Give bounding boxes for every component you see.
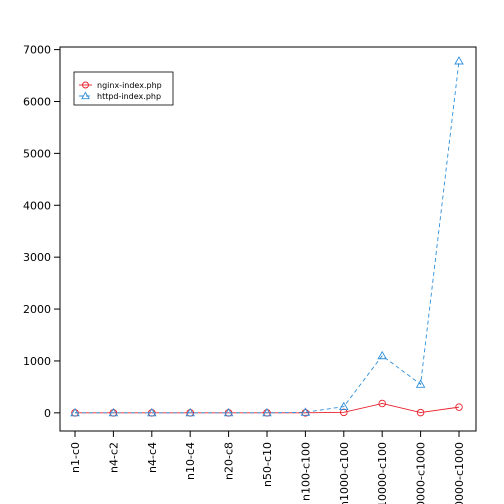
x-tick-label: n100000-c1000 (453, 442, 466, 504)
plot-frame (59, 46, 477, 432)
data-point (340, 408, 348, 417)
data-point (108, 407, 119, 417)
data-point (262, 407, 272, 417)
data-point (223, 407, 234, 417)
legend-box (73, 71, 174, 106)
x-tick-label: n4-c2 (107, 442, 120, 473)
data-point (185, 407, 195, 417)
y-tick-label: 7000 (23, 44, 51, 57)
x-axis: n1-c0 n4-c2 n4-c4 n10-c4 n20-c8 n50-c10 n100-c… (69, 431, 466, 504)
legend-entry: httpd-index.php (79, 91, 161, 101)
data-point (301, 409, 310, 417)
data-point (454, 56, 464, 65)
series-layer (70, 56, 464, 417)
data-point (300, 407, 311, 416)
x-tick-label: n20-c8 (223, 442, 236, 480)
legend: nginx-index.php httpd-index.php (73, 71, 174, 106)
legend-label: nginx-index.php (97, 81, 162, 90)
data-point (455, 403, 463, 411)
series-1 (70, 56, 464, 417)
x-tick-label: n1-c0 (69, 442, 82, 473)
legend-entry: nginx-index.php (79, 81, 162, 90)
data-point (416, 408, 425, 417)
y-axis: 0 1000 2000 3000 4000 5000 6000 7000 (23, 44, 60, 420)
legend-marker (81, 91, 90, 100)
x-tick-label: n100-c100 (299, 442, 312, 501)
y-tick-label: 4000 (23, 199, 51, 212)
y-tick-label: 3000 (23, 251, 51, 264)
data-point (339, 401, 349, 411)
x-tick-label: n4-c4 (146, 442, 159, 473)
y-tick-label: 6000 (23, 95, 51, 108)
data-point (70, 407, 80, 417)
y-tick-label: 1000 (23, 355, 51, 368)
y-tick-label: 2000 (23, 303, 51, 316)
data-point (147, 407, 157, 417)
x-tick-label: n1000-c100 (338, 442, 351, 504)
data-point (378, 399, 386, 408)
data-point (415, 379, 426, 388)
x-tick-label: n10-c4 (184, 442, 197, 480)
series-line (75, 60, 460, 414)
y-tick-label: 0 (44, 407, 51, 420)
legend-label: httpd-index.php (97, 92, 161, 101)
x-tick-label: n50-c10 (261, 442, 274, 487)
legend-marker (82, 81, 89, 89)
data-point (377, 350, 387, 360)
x-tick-label: n10000-c100 (376, 442, 389, 504)
x-tick-label: n10000-c1000 (415, 442, 428, 504)
y-tick-label: 5000 (23, 147, 51, 160)
